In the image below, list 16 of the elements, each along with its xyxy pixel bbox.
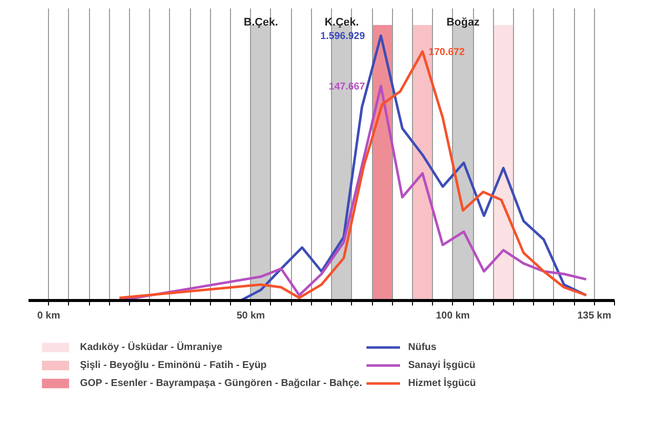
annotation: 170.672 xyxy=(428,47,466,58)
x-tick-label: 135 km xyxy=(577,310,612,322)
legend-label: Şişli - Beyoğlu - Eminönü - Fatih - Eyüp xyxy=(80,358,267,372)
legend-label: Sanayi İşgücü xyxy=(408,358,476,372)
annotation: 1.596.929 xyxy=(320,31,366,42)
legend-label: Hizmet İşgücü xyxy=(408,376,476,390)
legend-label: GOP - Esenler - Bayrampaşa - Güngören - Bağcılar - Bahçe. xyxy=(80,376,362,390)
annotation: B.Çek. xyxy=(244,16,278,28)
annotation: 147.667 xyxy=(328,81,366,92)
annotation: Boğaz xyxy=(446,16,480,28)
annotation: K.Çek. xyxy=(324,16,359,28)
legend-label: Nüfus xyxy=(408,340,436,354)
legend-label: Kadıköy - Üsküdar - Ümraniye xyxy=(80,340,222,354)
x-tick-label: 100 km xyxy=(436,310,470,322)
x-tick-label: 0 km xyxy=(37,310,60,322)
x-tick-label: 50 km xyxy=(236,310,266,322)
